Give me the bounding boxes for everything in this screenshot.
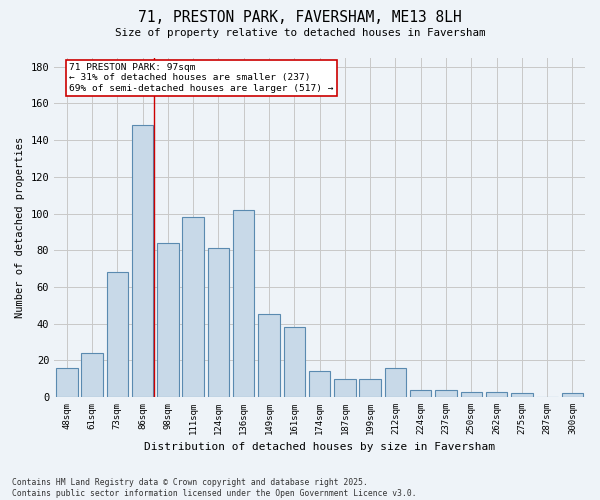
Bar [309,372,331,397]
Text: Size of property relative to detached houses in Faversham: Size of property relative to detached ho… [115,28,485,38]
Text: Contains HM Land Registry data © Crown copyright and database right 2025.
Contai: Contains HM Land Registry data © Crown c… [12,478,416,498]
Y-axis label: Number of detached properties: Number of detached properties [15,136,25,318]
Text: 71 PRESTON PARK: 97sqm
← 31% of detached houses are smaller (237)
69% of semi-de: 71 PRESTON PARK: 97sqm ← 31% of detached… [70,63,334,93]
Bar [157,243,179,397]
Bar [359,378,381,397]
Bar [334,378,356,397]
Bar [182,217,204,397]
Bar [258,314,280,397]
Bar [435,390,457,397]
Bar [284,328,305,397]
X-axis label: Distribution of detached houses by size in Faversham: Distribution of detached houses by size … [144,442,495,452]
Text: 71, PRESTON PARK, FAVERSHAM, ME13 8LH: 71, PRESTON PARK, FAVERSHAM, ME13 8LH [138,10,462,25]
Bar [107,272,128,397]
Bar [486,392,507,397]
Bar [233,210,254,397]
Bar [132,126,154,397]
Bar [410,390,431,397]
Bar [208,248,229,397]
Bar [385,368,406,397]
Bar [511,394,533,397]
Bar [562,394,583,397]
Bar [82,353,103,397]
Bar [461,392,482,397]
Bar [56,368,77,397]
